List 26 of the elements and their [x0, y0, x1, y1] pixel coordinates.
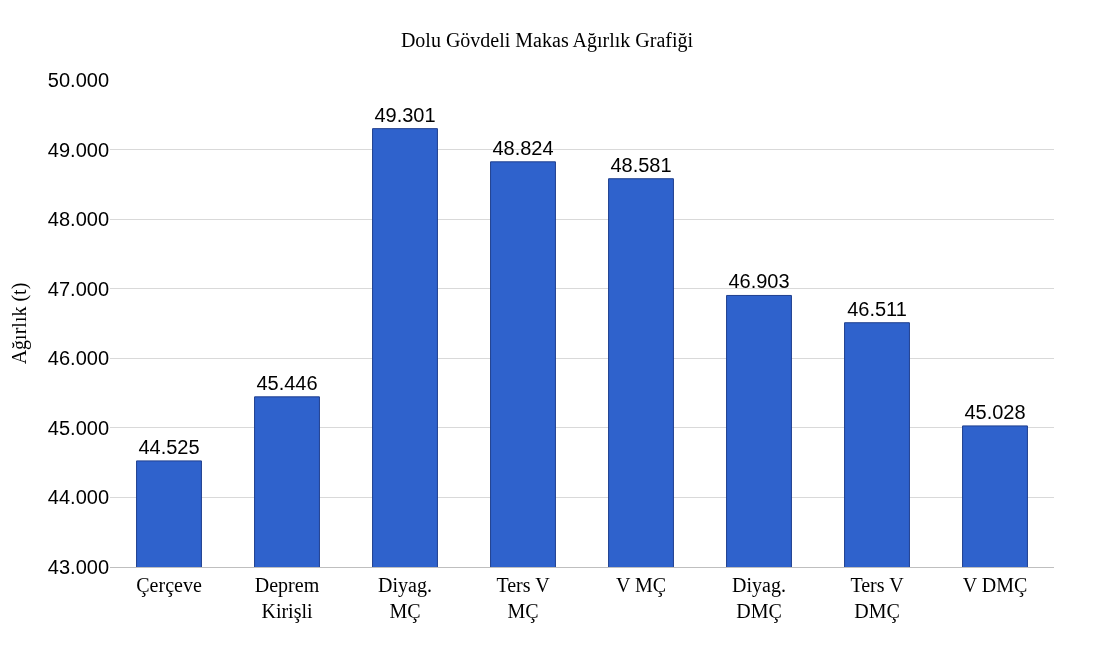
data-label: 48.581: [610, 153, 672, 176]
y-tick-label: 45.000: [47, 416, 109, 439]
y-tick-label: 46.000: [47, 347, 109, 370]
data-label: 45.446: [256, 371, 318, 394]
y-tick-label: 50.000: [47, 69, 109, 91]
x-tick-label: V MÇ: [615, 574, 667, 597]
data-label: 48.824: [492, 136, 554, 159]
x-tick-label: Diyag. DMÇ: [732, 574, 786, 623]
x-tick-label: Diyag. MÇ: [378, 574, 432, 623]
y-axis-title: Ağırlık (t): [8, 282, 32, 365]
x-tick-label: Deprem Kirişli: [254, 574, 320, 623]
data-label: 46.511: [847, 297, 907, 320]
x-tick-label: V DMÇ: [962, 574, 1028, 597]
data-label: 45.028: [964, 400, 1026, 423]
data-label: 49.301: [374, 103, 436, 126]
x-tick-label: Çerçeve: [136, 574, 202, 597]
y-tick-label: 49.000: [47, 138, 109, 161]
y-tick-label: 48.000: [47, 208, 109, 231]
x-tick-label: Ters V DMÇ: [850, 574, 905, 623]
y-tick-label: 43.000: [47, 556, 109, 578]
y-tick-label: 47.000: [47, 277, 109, 300]
y-tick-label: 44.000: [47, 486, 109, 509]
data-label: 46.903: [728, 270, 790, 293]
x-tick-label: Ters V MÇ: [496, 574, 551, 623]
data-label: 44.525: [138, 435, 200, 458]
chart-title: Dolu Gövdeli Makas Ağırlık Grafiği: [400, 29, 694, 53]
